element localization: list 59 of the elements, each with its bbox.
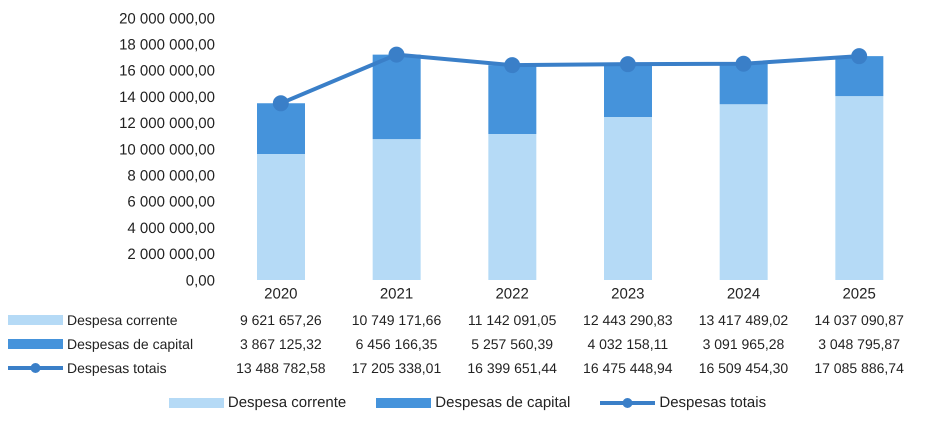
bar — [372, 54, 421, 140]
data-label: 3 867 125,32 — [238, 336, 323, 352]
bar — [372, 139, 421, 280]
x-tick-label: 2023 — [611, 286, 645, 303]
y-tick-label: 4 000 000,00 — [127, 220, 215, 237]
x-tick-label: 2022 — [495, 286, 529, 303]
legend-label: Despesas de capital — [67, 336, 194, 352]
point — [272, 95, 289, 112]
text: Despesas de capital — [435, 394, 570, 411]
y-tick-label: 20 000 000,00 — [119, 10, 215, 28]
text: Despesa corrente — [228, 394, 346, 411]
y-tick-label: 8 000 000,00 — [127, 168, 215, 185]
data-label: 3 048 795,87 — [817, 336, 901, 352]
data-label: 16 399 651,44 — [466, 360, 558, 376]
data-label: 14 037 090,87 — [813, 312, 905, 328]
y-tick-label: 16 000 000,00 — [119, 62, 215, 80]
bar — [720, 104, 768, 280]
y-tick-label: 2 000 000,00 — [127, 246, 215, 264]
data-label: 6 456 166,35 — [354, 336, 438, 352]
bar — [835, 56, 884, 96]
text: Despesas totais — [659, 394, 766, 411]
y-tick-label: 12 000 000,00 — [119, 115, 215, 132]
bar — [488, 65, 536, 134]
data-label: 12 443 290,83 — [582, 312, 674, 328]
legend-label: Despesas totais — [67, 360, 167, 376]
bar — [257, 103, 305, 154]
data-label: 10 749 171,66 — [350, 312, 442, 328]
bar — [488, 134, 536, 280]
x-tick-label: 2020 — [264, 286, 298, 303]
data-label: 17 085 886,74 — [813, 360, 905, 376]
data-label: 4 032 158,11 — [586, 336, 670, 352]
data-label: 11 142 091,05 — [466, 312, 558, 328]
y-tick-label: 6 000 000,00 — [127, 194, 215, 211]
x-tick-label: 2025 — [842, 286, 876, 303]
data-label: 13 417 489,02 — [698, 312, 790, 328]
point — [851, 48, 868, 64]
y-tick-label: 10 000 000,00 — [119, 141, 215, 158]
bar — [604, 64, 652, 117]
y-tick-label: 0,00 — [186, 272, 215, 290]
data-label: 3 091 965,28 — [702, 336, 786, 352]
data-label: 9 621 657,26 — [238, 312, 323, 328]
y-tick-label: 14 000 000,00 — [119, 88, 215, 106]
data-label: 17 205 338,01 — [350, 360, 442, 376]
data-label: 16 475 448,94 — [582, 360, 674, 376]
bar — [835, 96, 884, 280]
bar — [720, 64, 768, 104]
data-label: 13 488 782,58 — [235, 360, 327, 376]
point — [620, 56, 636, 72]
point — [388, 46, 404, 63]
y-tick-label: 18 000 000,00 — [119, 36, 215, 54]
bar — [257, 154, 305, 280]
data-label: 5 257 560,39 — [470, 336, 554, 352]
data-label: 16 509 454,30 — [698, 360, 790, 376]
x-tick-label: 2021 — [380, 286, 414, 303]
point — [736, 56, 752, 72]
point — [504, 57, 520, 74]
x-tick-label: 2024 — [726, 286, 760, 303]
bar — [604, 116, 652, 280]
legend-label: Despesa corrente — [67, 312, 178, 328]
